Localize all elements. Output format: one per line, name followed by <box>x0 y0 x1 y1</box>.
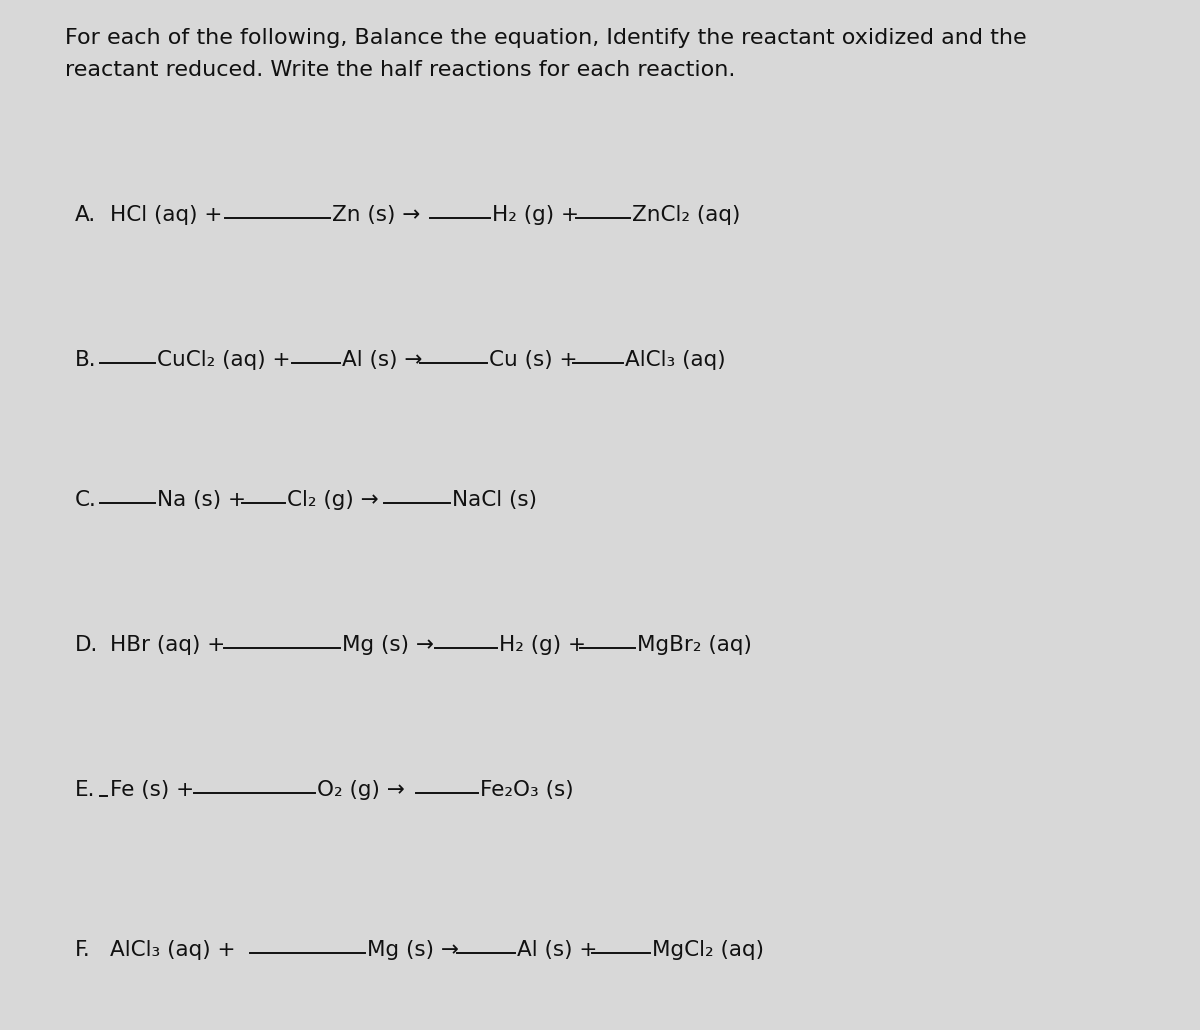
Text: MgBr₂ (aq): MgBr₂ (aq) <box>637 636 752 655</box>
Text: A.: A. <box>74 205 96 225</box>
Text: CuCl₂ (aq) +: CuCl₂ (aq) + <box>157 350 290 370</box>
Text: H₂ (g) +: H₂ (g) + <box>499 636 586 655</box>
Text: Al (s) →: Al (s) → <box>342 350 422 370</box>
Text: Fe₂O₃ (s): Fe₂O₃ (s) <box>480 780 574 800</box>
Text: AlCl₃ (aq) +: AlCl₃ (aq) + <box>110 940 235 960</box>
Text: Mg (s) →: Mg (s) → <box>367 940 458 960</box>
Text: Fe (s) +: Fe (s) + <box>110 780 194 800</box>
Text: NaCl (s): NaCl (s) <box>452 490 538 510</box>
Text: B.: B. <box>74 350 97 370</box>
Text: D.: D. <box>74 636 98 655</box>
Text: For each of the following, Balance the equation, Identify the reactant oxidized : For each of the following, Balance the e… <box>65 28 1027 48</box>
Text: AlCl₃ (aq): AlCl₃ (aq) <box>625 350 726 370</box>
Text: C.: C. <box>74 490 97 510</box>
Text: MgCl₂ (aq): MgCl₂ (aq) <box>652 940 764 960</box>
Text: ZnCl₂ (aq): ZnCl₂ (aq) <box>632 205 740 225</box>
Text: Cu (s) +: Cu (s) + <box>490 350 577 370</box>
Text: reactant reduced. Write the half reactions for each reaction.: reactant reduced. Write the half reactio… <box>65 60 736 80</box>
Text: Na (s) +: Na (s) + <box>157 490 246 510</box>
Text: E.: E. <box>74 780 96 800</box>
Text: O₂ (g) →: O₂ (g) → <box>317 780 404 800</box>
Text: Cl₂ (g) →: Cl₂ (g) → <box>287 490 379 510</box>
Text: Al (s) +: Al (s) + <box>517 940 598 960</box>
Text: Mg (s) →: Mg (s) → <box>342 636 434 655</box>
Text: H₂ (g) +: H₂ (g) + <box>492 205 580 225</box>
Text: HBr (aq) +: HBr (aq) + <box>110 636 226 655</box>
Text: Zn (s) →: Zn (s) → <box>332 205 420 225</box>
Text: F.: F. <box>74 940 91 960</box>
Text: HCl (aq) +: HCl (aq) + <box>110 205 222 225</box>
